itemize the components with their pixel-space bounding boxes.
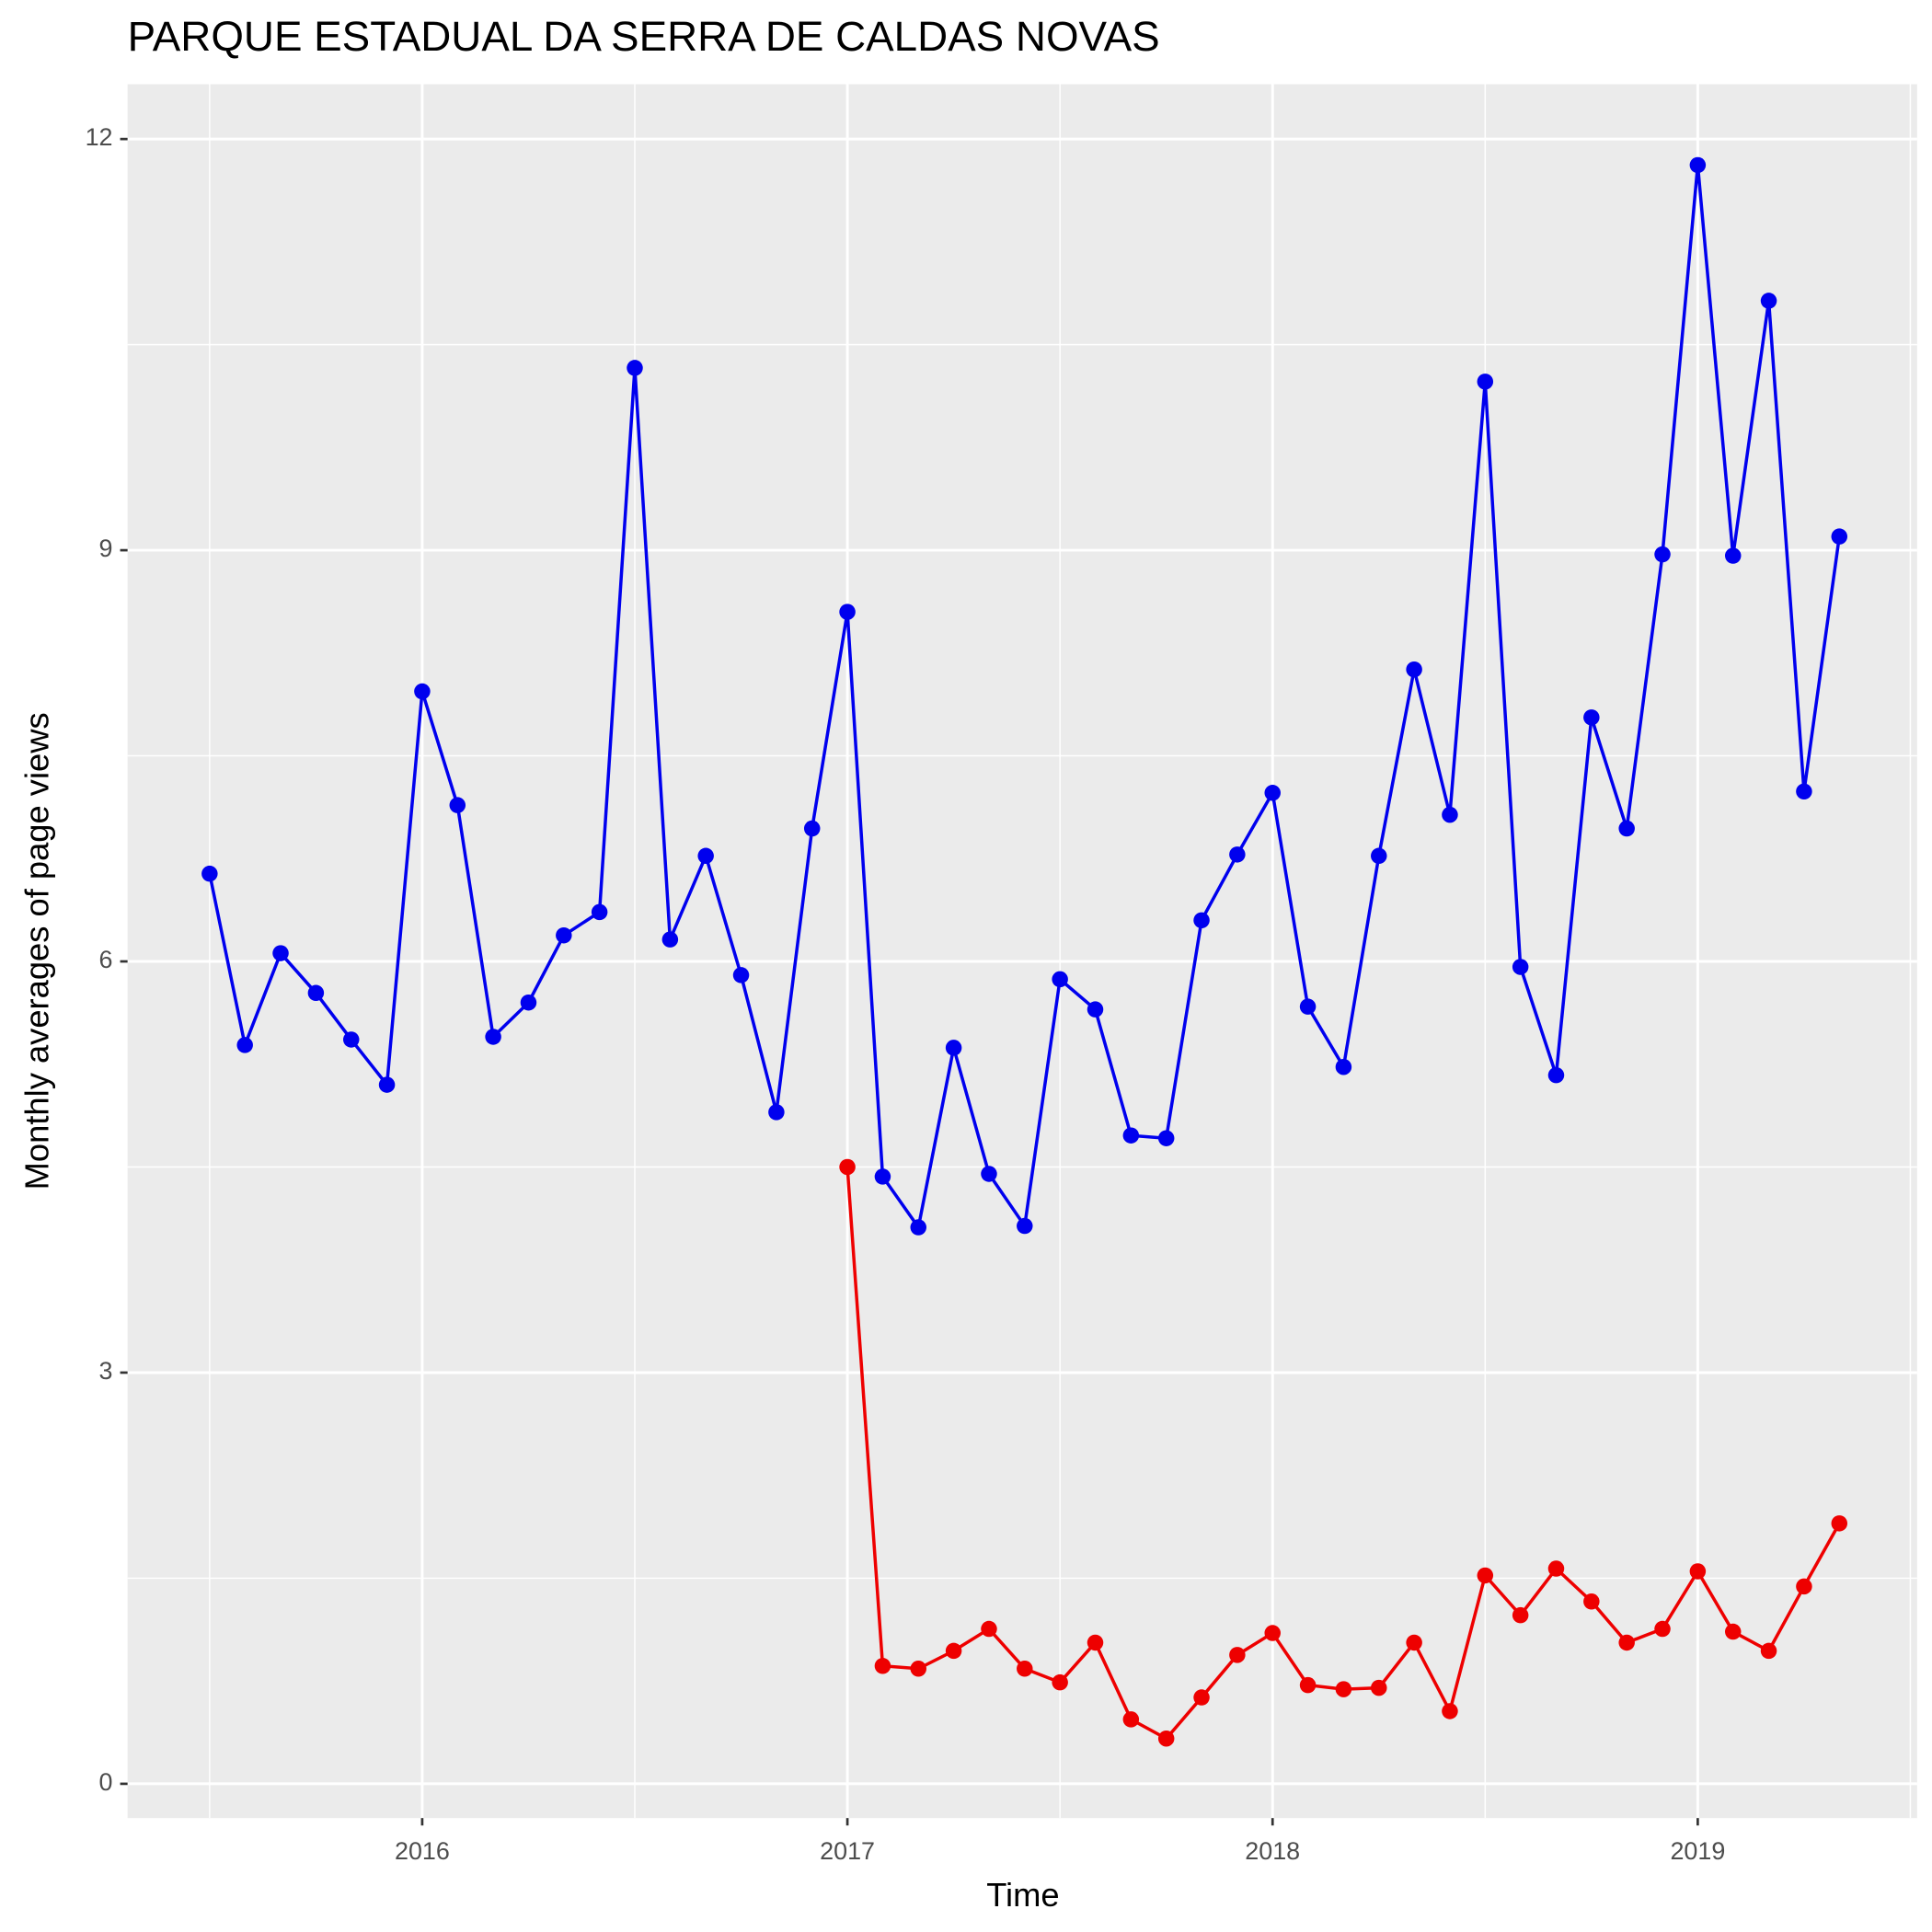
data-point xyxy=(661,931,679,948)
data-point xyxy=(1371,1679,1387,1696)
y-tick-label: 9 xyxy=(99,535,113,562)
data-point xyxy=(1760,1642,1777,1660)
data-point xyxy=(1264,785,1281,801)
x-tick-label: 2016 xyxy=(395,1837,450,1865)
data-point xyxy=(1229,846,1246,863)
data-point xyxy=(697,847,714,865)
data-point xyxy=(1654,1620,1671,1638)
data-point xyxy=(1017,1217,1033,1235)
data-point xyxy=(1335,1058,1352,1075)
data-point xyxy=(1406,1634,1422,1651)
data-point xyxy=(1371,847,1387,865)
y-tick-label: 6 xyxy=(99,946,113,973)
data-point xyxy=(378,1076,396,1093)
y-tick-label: 3 xyxy=(99,1357,113,1385)
x-tick-label: 2017 xyxy=(820,1837,875,1865)
data-point xyxy=(627,360,643,376)
data-point xyxy=(1583,1593,1600,1610)
data-point xyxy=(591,903,608,921)
data-point xyxy=(1689,1563,1707,1580)
data-point xyxy=(1406,661,1422,678)
data-point xyxy=(768,1104,785,1121)
data-point xyxy=(520,994,537,1011)
chart-title: PARQUE ESTADUAL DA SERRA DE CALDAS NOVAS xyxy=(128,13,1160,60)
data-point xyxy=(945,1040,962,1056)
data-point xyxy=(449,797,466,813)
data-point xyxy=(1477,374,1494,390)
data-point xyxy=(1512,959,1529,975)
data-point xyxy=(732,967,750,983)
y-tick-label: 0 xyxy=(99,1768,113,1796)
x-tick-label: 2018 xyxy=(1245,1837,1300,1865)
x-axis-title: Time xyxy=(986,1876,1059,1914)
data-point xyxy=(342,1031,360,1048)
data-point xyxy=(1087,1634,1104,1651)
data-point xyxy=(1796,783,1812,800)
data-point xyxy=(1618,820,1635,837)
data-point xyxy=(1831,528,1848,545)
data-point xyxy=(1796,1578,1812,1595)
data-point xyxy=(1052,1673,1068,1691)
data-point xyxy=(236,1037,253,1053)
data-point xyxy=(1087,1001,1104,1018)
data-point xyxy=(1299,998,1317,1015)
data-point xyxy=(1122,1127,1140,1144)
grid xyxy=(127,84,1917,1819)
y-tick-label: 12 xyxy=(86,123,113,151)
data-point xyxy=(1442,1703,1458,1719)
data-point xyxy=(1760,293,1777,309)
data-point xyxy=(1477,1567,1494,1584)
data-point xyxy=(1831,1515,1848,1532)
data-point xyxy=(1229,1647,1246,1663)
data-point xyxy=(1299,1676,1317,1694)
data-point xyxy=(1547,1066,1565,1084)
data-point xyxy=(1122,1711,1140,1728)
data-point xyxy=(414,683,431,700)
data-point xyxy=(981,1620,997,1638)
data-point xyxy=(945,1642,962,1660)
x-tick-label: 2019 xyxy=(1670,1837,1725,1865)
data-point xyxy=(1052,971,1068,988)
data-point xyxy=(1689,156,1707,174)
data-point xyxy=(1547,1560,1565,1577)
data-point xyxy=(1442,806,1458,823)
data-point xyxy=(307,984,325,1002)
y-axis-title: Monthly averages of page views xyxy=(18,712,56,1190)
data-point xyxy=(1017,1661,1033,1677)
data-point xyxy=(1512,1606,1529,1624)
data-point xyxy=(981,1166,997,1182)
data-point xyxy=(1618,1634,1635,1651)
data-point xyxy=(1654,546,1671,563)
data-point xyxy=(556,926,572,944)
data-point xyxy=(201,865,218,882)
data-point xyxy=(272,945,289,961)
data-point xyxy=(1583,709,1600,726)
data-point xyxy=(1193,912,1210,929)
data-point xyxy=(874,1168,891,1185)
data-point xyxy=(1724,547,1742,564)
data-point xyxy=(1157,1130,1175,1146)
data-point xyxy=(874,1658,891,1674)
marks xyxy=(201,156,1848,1747)
data-point xyxy=(1157,1730,1175,1747)
data-point xyxy=(485,1029,501,1045)
data-point xyxy=(1724,1623,1742,1640)
data-point xyxy=(803,820,821,837)
data-point xyxy=(1193,1689,1210,1706)
data-point xyxy=(910,1219,927,1236)
data-point xyxy=(910,1661,927,1677)
data-point xyxy=(1335,1681,1352,1697)
plot-panel xyxy=(127,84,1917,1819)
data-point xyxy=(839,1158,856,1176)
data-point xyxy=(1264,1625,1281,1641)
data-point xyxy=(839,604,856,620)
